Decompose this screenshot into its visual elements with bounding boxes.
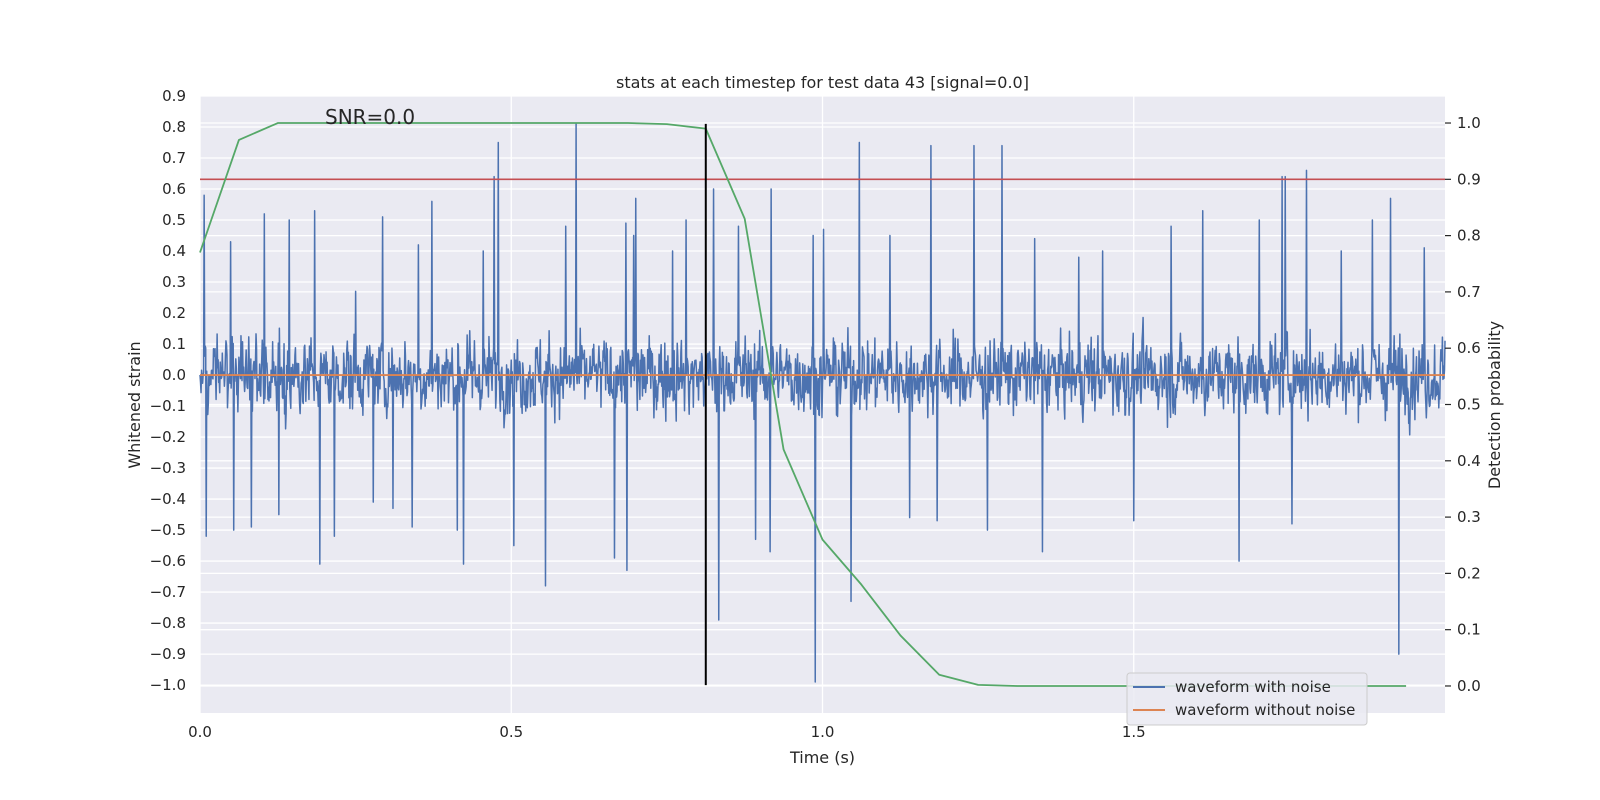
y-tick-label-left: −0.7 — [150, 583, 186, 601]
legend: waveform with noise waveform without nois… — [1126, 672, 1368, 726]
series-line-waveform-with-noise — [199, 123, 1446, 683]
y-tick-label-right: 0.3 — [1457, 508, 1481, 526]
y-tick-label-left: −0.6 — [150, 552, 186, 570]
x-axis-label: Time (s) — [789, 748, 855, 767]
snr-annotation: SNR=0.0 — [325, 105, 415, 129]
tick-layer: 0.0 0.5 1.0 1.5 0.9 0.8 0.7 0.6 0.5 0.4 0.3 0.2 0.1 0… — [150, 87, 1481, 741]
chart-title: stats at each timestep for test data 43 … — [616, 73, 1029, 92]
x-tick-label: 0.5 — [499, 723, 523, 741]
x-tick-label: 1.5 — [1122, 723, 1146, 741]
y-tick-label-left: −0.4 — [150, 490, 186, 508]
x-tick-label: 0.0 — [188, 723, 212, 741]
y-tick-label-right: 1.0 — [1457, 114, 1481, 132]
legend-entry-label: waveform with noise — [1175, 678, 1331, 696]
legend-box — [1126, 672, 1368, 726]
y-tick-label-left: −1.0 — [150, 676, 186, 694]
legend-entry-label: waveform without noise — [1175, 701, 1355, 719]
y-tick-label-left: 0.5 — [162, 211, 186, 229]
y-tick-label-right: 0.8 — [1457, 227, 1481, 245]
y-tick-label-left: −0.2 — [150, 428, 186, 446]
y-tick-label-left: 0.1 — [162, 335, 186, 353]
y-tick-label-left: 0.4 — [162, 242, 186, 260]
y-tick-label-left: 0.8 — [162, 118, 186, 136]
y-tick-label-right: 0.4 — [1457, 452, 1481, 470]
y-tick-label-right: 0.6 — [1457, 339, 1481, 357]
y-tick-label-left: −0.9 — [150, 645, 186, 663]
y-tick-label-left: −0.1 — [150, 397, 186, 415]
y-tick-label-left: −0.5 — [150, 521, 186, 539]
y-tick-label-left: −0.8 — [150, 614, 186, 632]
y-tick-label-right: 0.0 — [1457, 677, 1481, 695]
y-tick-label-left: 0.2 — [162, 304, 186, 322]
y-axis-label-left: Whitened strain — [125, 341, 144, 468]
y-tick-label-right: 0.5 — [1457, 396, 1481, 414]
y-tick-label-left: 0.0 — [162, 366, 186, 384]
y-tick-label-right: 0.9 — [1457, 170, 1481, 188]
x-tick-label: 1.0 — [811, 723, 835, 741]
y-tick-label-right: 0.2 — [1457, 564, 1481, 582]
y-tick-label-left: 0.9 — [162, 87, 186, 105]
y-tick-label-right: 0.1 — [1457, 621, 1481, 639]
y-tick-label-left: 0.3 — [162, 273, 186, 291]
series-layer — [199, 122, 1446, 687]
y-tick-label-left: −0.3 — [150, 459, 186, 477]
y-tick-label-left: 0.6 — [162, 180, 186, 198]
y-axis-label-right: Detection probability — [1485, 321, 1504, 489]
y-tick-label-left: 0.7 — [162, 149, 186, 167]
y-tick-label-right: 0.7 — [1457, 283, 1481, 301]
